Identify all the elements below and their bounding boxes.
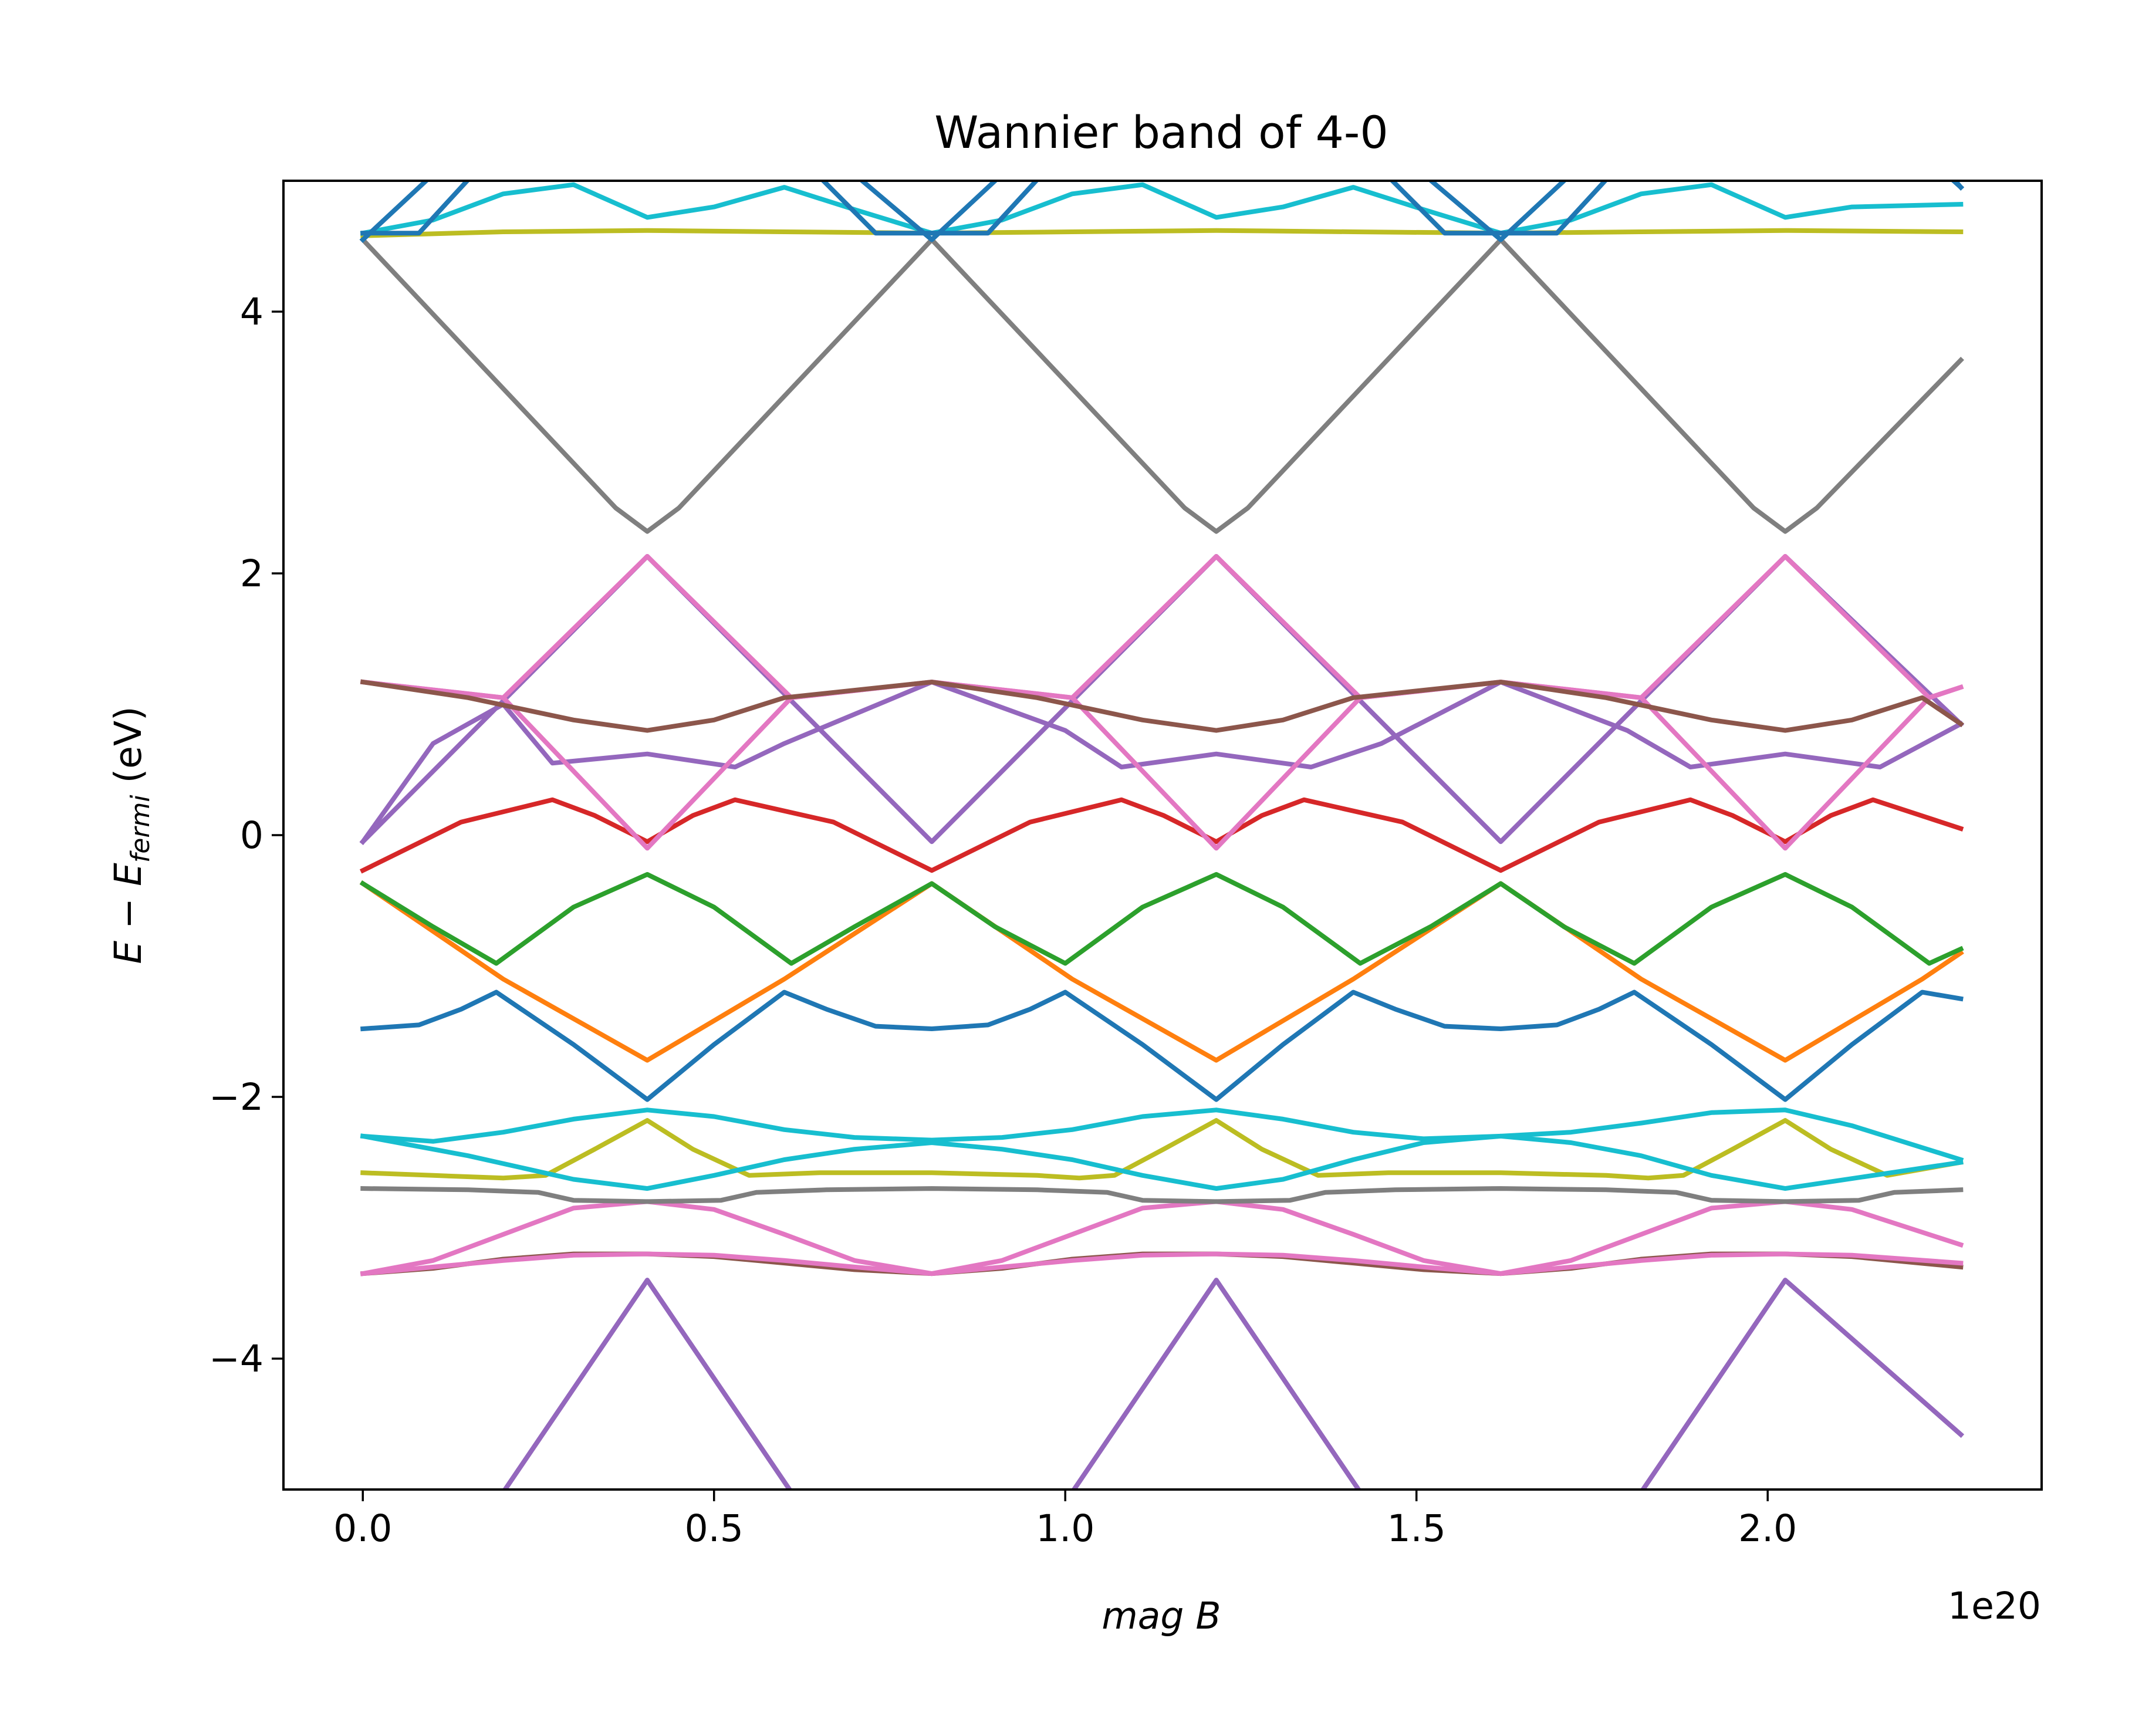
y-axis-label-sub: fermi [126, 795, 156, 863]
series-line-20 [360, 182, 1964, 236]
series-line-15 [360, 554, 1964, 700]
x-axis-offset-label: 1e20 [1948, 1585, 2041, 1627]
y-axis: −4 −2 0 2 4 [209, 291, 283, 1380]
y-tick-label-3: 2 [240, 552, 263, 595]
series-layer [359, 181, 1964, 1490]
x-axis-label: mag B [1102, 1595, 1221, 1637]
series-line-18 [359, 236, 1964, 534]
series-line-13 [359, 680, 1964, 845]
series-line-9 [360, 989, 1964, 1102]
series-line-8 [360, 1133, 1964, 1191]
y-axis-label-main: E − E [107, 863, 150, 964]
series-line-6 [360, 1118, 1964, 1181]
series-line-3 [360, 1199, 1964, 1276]
x-tick-label-4: 2.0 [1738, 1507, 1797, 1550]
y-tick-label-4: 4 [240, 291, 263, 333]
series-line-10 [359, 880, 1964, 1063]
x-tick-label-1: 0.5 [685, 1507, 744, 1550]
y-tick-label-1: −2 [209, 1076, 263, 1119]
y-tick-label-2: 0 [240, 814, 263, 857]
series-line-1 [502, 1278, 1964, 1490]
series-line-4 [360, 1251, 1964, 1276]
y-tick-label-0: −4 [209, 1338, 263, 1380]
series-line-17 [360, 679, 1964, 733]
y-axis-label-unit: (eV) [107, 706, 150, 795]
x-tick-label-3: 1.5 [1387, 1507, 1446, 1550]
series-line-7 [360, 1107, 1964, 1163]
x-tick-label-2: 1.0 [1036, 1507, 1094, 1550]
series-line-19 [360, 228, 1964, 238]
x-axis: 0.0 0.5 1.0 1.5 2.0 [333, 1490, 1797, 1550]
x-tick-label-0: 0.0 [333, 1507, 392, 1550]
chart-title: Wannier band of 4-0 [934, 106, 1388, 158]
x-axis-label-text: mag B [1102, 1595, 1221, 1637]
y-axis-label: E − Efermi (eV) [107, 706, 156, 964]
series-line-16 [360, 679, 1964, 851]
series-line-5 [360, 1186, 1964, 1204]
series-line-11 [359, 872, 1964, 966]
